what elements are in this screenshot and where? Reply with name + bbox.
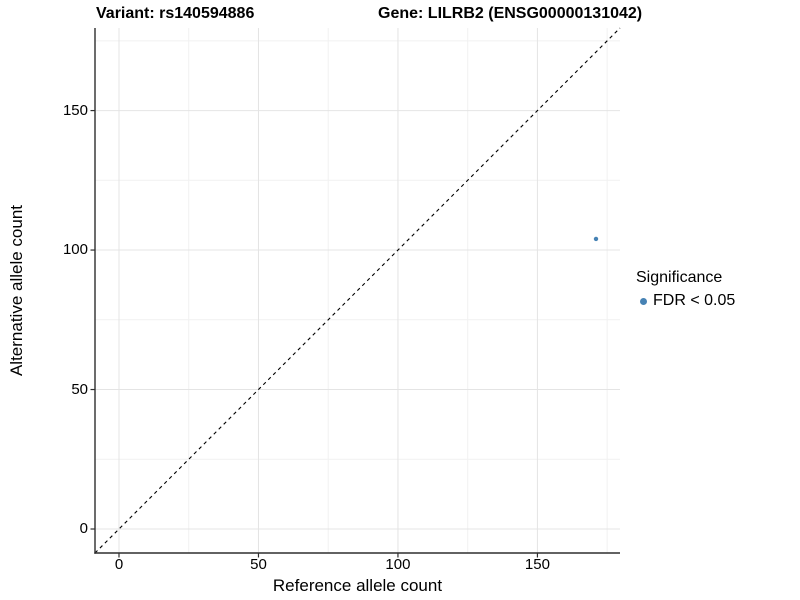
plot-title-variant: Variant: rs140594886: [96, 5, 255, 22]
identity-line: [94, 27, 621, 554]
y-tick-label: 150: [62, 101, 88, 119]
y-tick-label: 100: [62, 241, 88, 259]
legend: Significance FDR < 0.05: [636, 268, 735, 310]
x-axis-title: Reference allele count: [272, 576, 443, 595]
plot-title-gene: Gene: LILRB2 (ENSG00000131042): [378, 5, 643, 22]
legend-title: Significance: [636, 269, 723, 286]
y-tick-label: 50: [71, 380, 88, 398]
x-tick-label: 0: [114, 556, 124, 573]
legend-item: FDR < 0.05: [636, 292, 735, 310]
x-tick-label: 100: [385, 556, 411, 573]
y-axis-title: Alternative allele count: [7, 204, 26, 377]
data-point: [593, 236, 599, 242]
legend-item-label: FDR < 0.05: [653, 292, 736, 309]
legend-point-icon: [640, 297, 647, 305]
x-tick-label: 50: [250, 556, 267, 573]
y-axis-title-wrap: Alternative allele count: [4, 28, 30, 553]
x-tick-label: 150: [524, 556, 550, 573]
y-tick-label: 0: [79, 520, 88, 537]
